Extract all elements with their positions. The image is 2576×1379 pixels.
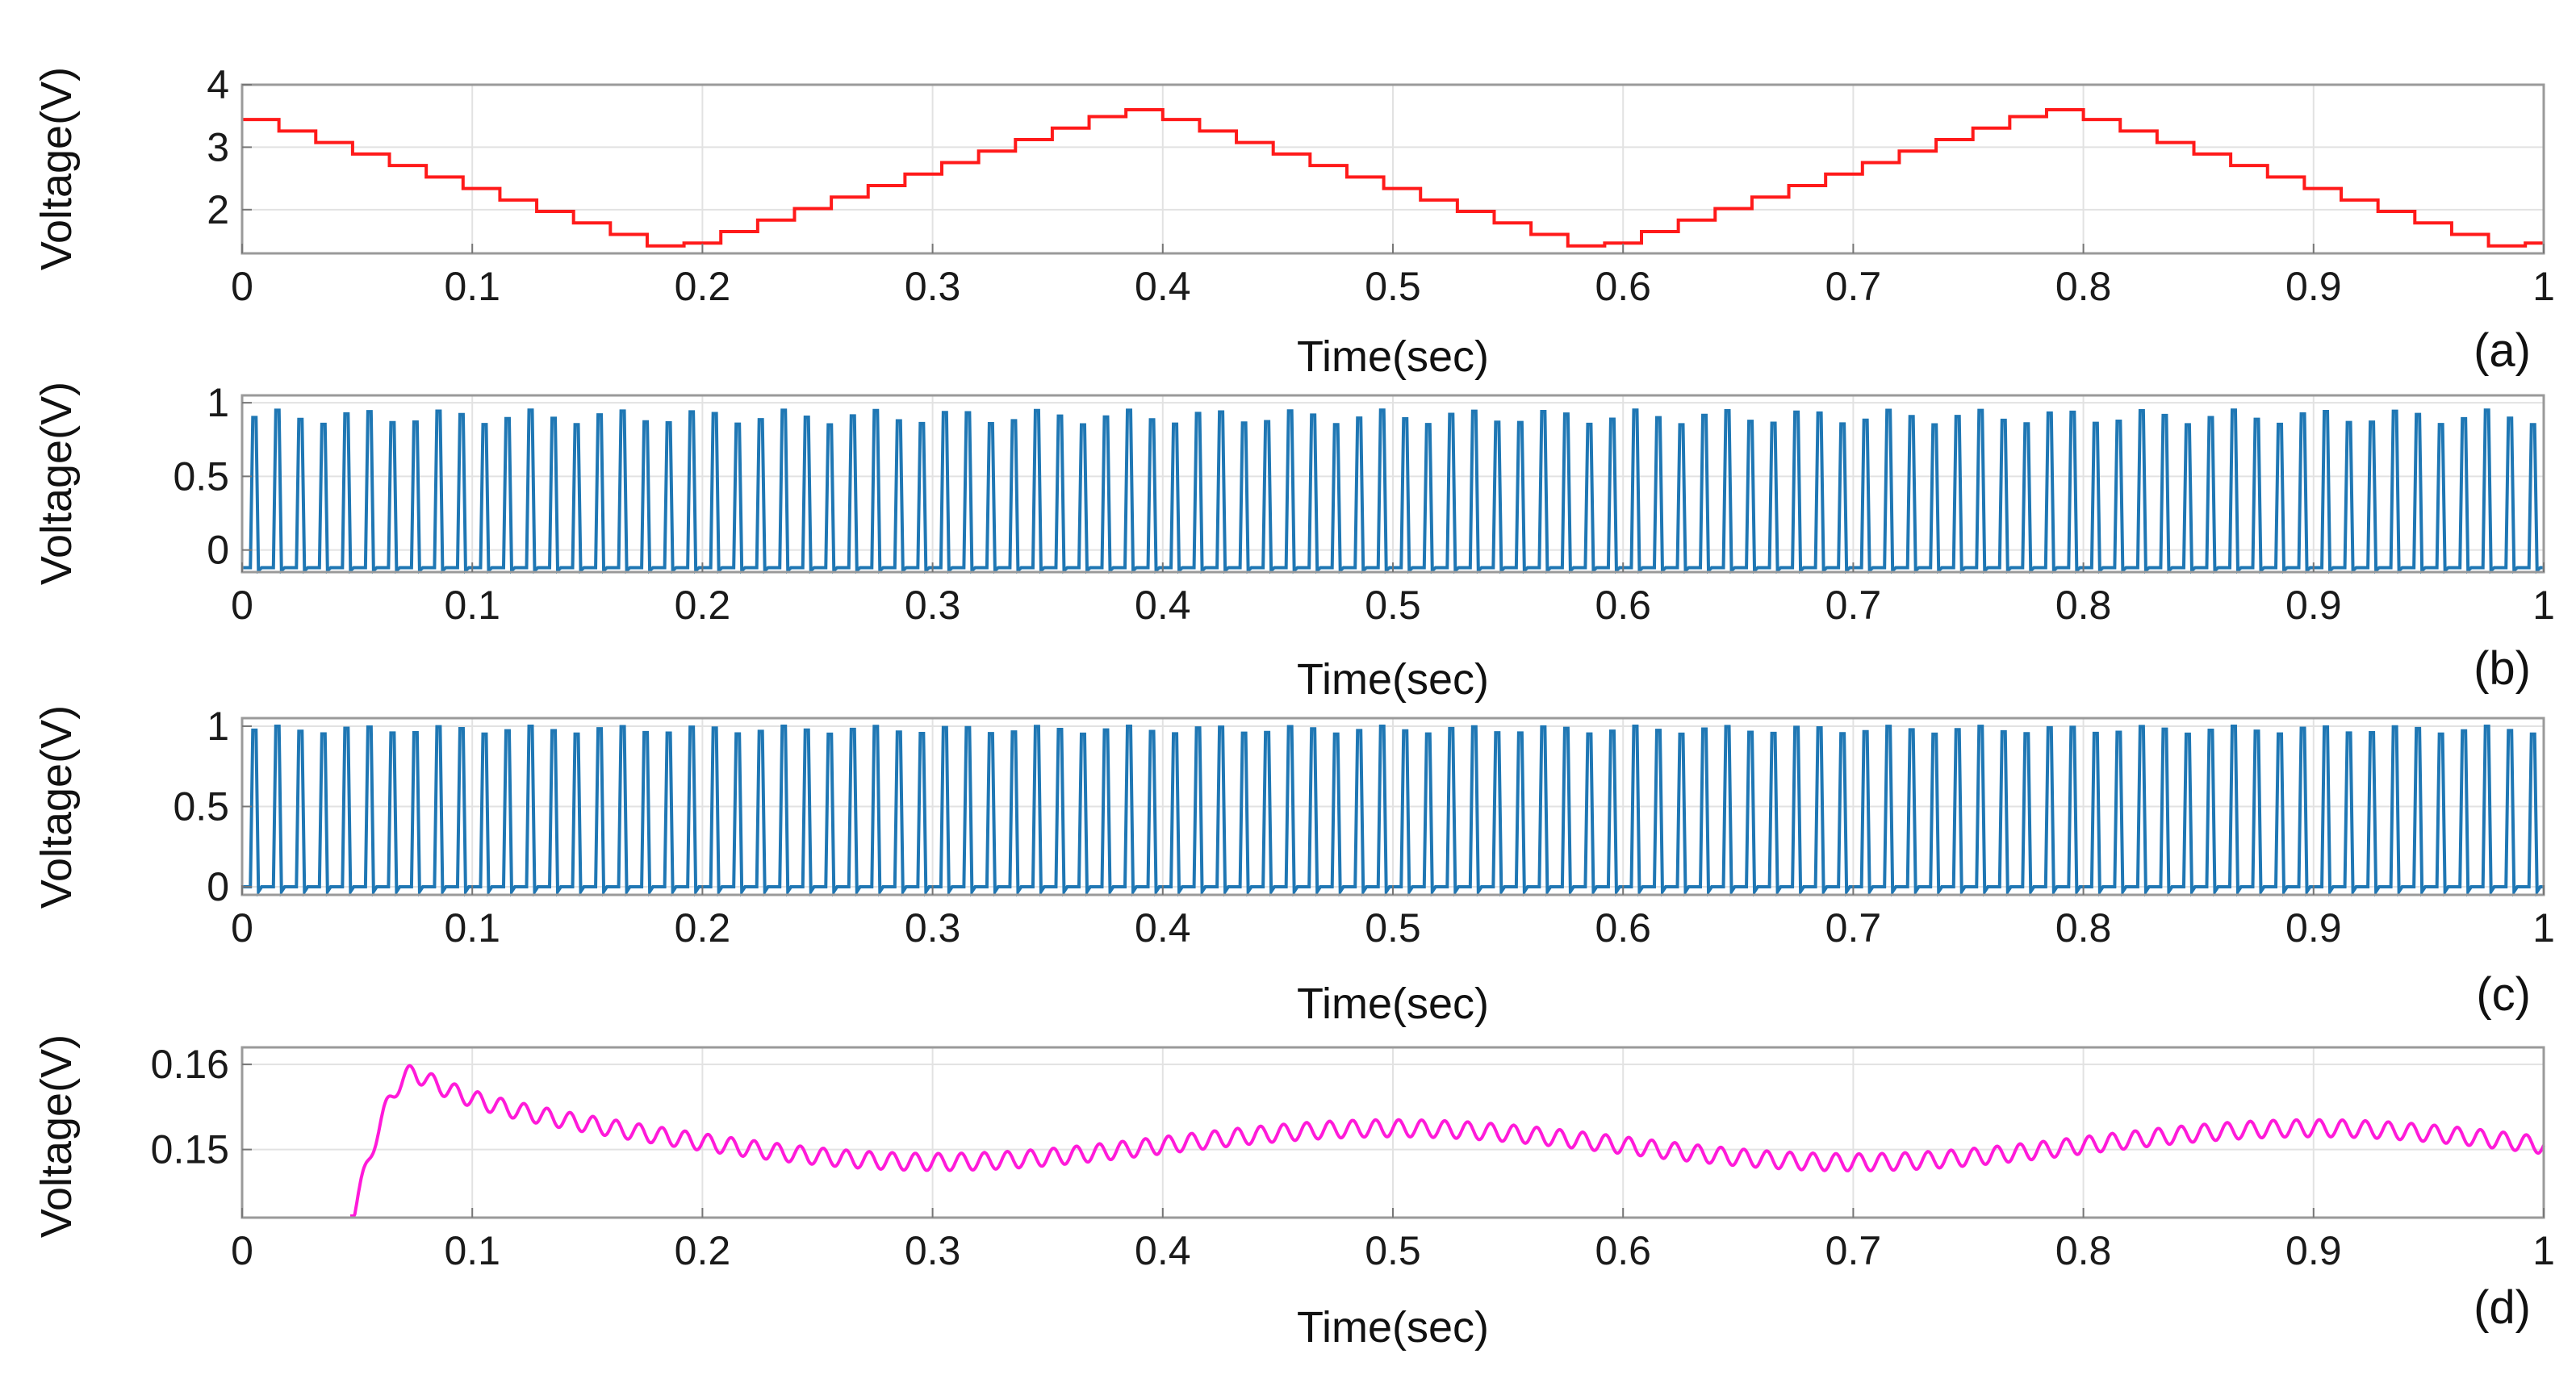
panel-b-panel-label: (b) bbox=[2474, 642, 2531, 695]
panel-b-xtick-label: 0.6 bbox=[1595, 583, 1651, 628]
panel-d-grid bbox=[241, 1047, 2545, 1218]
panel-d-xtick-label: 1 bbox=[2532, 1228, 2555, 1273]
panel-d-xtick-label: 0.4 bbox=[1135, 1228, 1191, 1273]
panel-c-xtick-label: 0.2 bbox=[675, 905, 731, 951]
panel-c-panel-label: (c) bbox=[2476, 968, 2531, 1021]
panel-c: 0 0.1 0.2 0.3 0.4 0.5 0.6 0.7 0.8 0.9 1 00.51 Time… bbox=[32, 704, 2555, 1028]
panel-c-xtick-label: 0.8 bbox=[2055, 905, 2112, 951]
panel-d-x-ticks: 0 0.1 0.2 0.3 0.4 0.5 0.6 0.7 0.8 0.9 1 bbox=[231, 1208, 2555, 1273]
panel-b-ytick-label: 0 bbox=[207, 528, 229, 573]
panel-a-series-line bbox=[242, 107, 2544, 248]
panel-a-xtick-label: 0.4 bbox=[1135, 264, 1191, 309]
panel-b-x-ticks: 0 0.1 0.2 0.3 0.4 0.5 0.6 0.7 0.8 0.9 1 bbox=[231, 562, 2555, 628]
panel-a-x-label: Time(sec) bbox=[1297, 332, 1489, 381]
panel-d-xtick-label: 0 bbox=[231, 1228, 253, 1273]
panel-c-x-label: Time(sec) bbox=[1297, 980, 1489, 1028]
panel-b-y-label: Voltage(V) bbox=[32, 382, 81, 585]
panel-a-y-ticks: 2 3 4 bbox=[207, 62, 252, 232]
panel-b-xtick-label: 0 bbox=[231, 583, 253, 628]
panel-a-xtick-label: 0.5 bbox=[1365, 264, 1421, 309]
panel-c-ytick-label: 0 bbox=[207, 864, 229, 909]
panel-b-xtick-label: 1 bbox=[2532, 583, 2555, 628]
panel-c-xtick-label: 1 bbox=[2532, 905, 2555, 951]
panel-a-xtick-label: 0.8 bbox=[2055, 264, 2112, 309]
panel-a-xtick-label: 0.3 bbox=[905, 264, 961, 309]
panel-a-xtick-label: 0.1 bbox=[444, 264, 500, 309]
panel-b-xtick-label: 0.1 bbox=[444, 583, 500, 628]
panel-b-xtick-label: 0.8 bbox=[2055, 583, 2112, 628]
panel-b-xtick-label: 0.4 bbox=[1135, 583, 1191, 628]
panel-d-xtick-label: 0.7 bbox=[1825, 1228, 1882, 1273]
panel-d-xtick-label: 0.9 bbox=[2285, 1228, 2342, 1273]
panel-a-xtick-label: 0.2 bbox=[675, 264, 731, 309]
panel-d-xtick-label: 0.2 bbox=[675, 1228, 731, 1273]
panel-c-y-label: Voltage(V) bbox=[32, 705, 81, 909]
panel-a-ytick-label: 4 bbox=[207, 62, 229, 107]
panel-a: 0 0.1 0.2 0.3 0.4 0.5 0.6 0.7 0.8 0.9 1 2 3 4 Time(s… bbox=[32, 62, 2555, 381]
panel-a-xtick-label: 0 bbox=[231, 264, 253, 309]
panel-c-xtick-label: 0.5 bbox=[1365, 905, 1421, 951]
panel-a-ytick-label: 2 bbox=[207, 187, 229, 232]
panel-b-xtick-label: 0.2 bbox=[675, 583, 731, 628]
panel-c-y-ticks: 00.51 bbox=[173, 704, 252, 909]
panel-b-xtick-label: 0.9 bbox=[2285, 583, 2342, 628]
panel-d-xtick-label: 0.3 bbox=[905, 1228, 961, 1273]
panel-b-xtick-label: 0.5 bbox=[1365, 583, 1421, 628]
panel-c-xtick-label: 0 bbox=[231, 905, 253, 951]
panel-c-xtick-label: 0.4 bbox=[1135, 905, 1191, 951]
panel-c-ytick-label: 0.5 bbox=[173, 784, 229, 829]
panel-c-xtick-label: 0.7 bbox=[1825, 905, 1882, 951]
panel-d-ytick-label: 0.16 bbox=[151, 1042, 229, 1087]
panel-c-xtick-label: 0.3 bbox=[905, 905, 961, 951]
panel-b-y-ticks: 00.51 bbox=[173, 380, 252, 573]
panel-c-ytick-label: 1 bbox=[207, 704, 229, 749]
panel-d-xtick-label: 0.1 bbox=[444, 1228, 500, 1273]
panel-b-series-line bbox=[242, 408, 2544, 575]
panel-b: 0 0.1 0.2 0.3 0.4 0.5 0.6 0.7 0.8 0.9 1 00.51 Time… bbox=[32, 380, 2555, 704]
panel-a-x-ticks: 0 0.1 0.2 0.3 0.4 0.5 0.6 0.7 0.8 0.9 1 bbox=[231, 244, 2555, 309]
panel-b-ytick-label: 0.5 bbox=[173, 453, 229, 499]
panel-b-x-label: Time(sec) bbox=[1297, 655, 1489, 704]
panel-a-ytick-label: 3 bbox=[207, 124, 229, 169]
panel-c-xtick-label: 0.9 bbox=[2285, 905, 2342, 951]
panel-d-y-label: Voltage(V) bbox=[32, 1034, 81, 1238]
panel-b-ytick-label: 1 bbox=[207, 380, 229, 425]
panel-c-xtick-label: 0.1 bbox=[444, 905, 500, 951]
panel-c-series-line bbox=[242, 724, 2544, 897]
panel-c-xtick-label: 0.6 bbox=[1595, 905, 1651, 951]
panel-b-xtick-label: 0.3 bbox=[905, 583, 961, 628]
panel-d-xtick-label: 0.5 bbox=[1365, 1228, 1421, 1273]
panel-d-panel-label: (d) bbox=[2474, 1281, 2531, 1334]
panel-a-panel-label: (a) bbox=[2474, 324, 2531, 377]
panel-b-xtick-label: 0.7 bbox=[1825, 583, 1882, 628]
panel-a-xtick-label: 0.6 bbox=[1595, 264, 1651, 309]
panel-c-x-ticks: 0 0.1 0.2 0.3 0.4 0.5 0.6 0.7 0.8 0.9 1 bbox=[231, 885, 2555, 951]
panel-d-xtick-label: 0.6 bbox=[1595, 1228, 1651, 1273]
panel-d-series-line bbox=[350, 1064, 2545, 1218]
panel-a-xtick-label: 1 bbox=[2532, 264, 2555, 309]
panel-a-xtick-label: 0.7 bbox=[1825, 264, 1882, 309]
panel-d-y-ticks: 0.15 0.16 bbox=[151, 1042, 252, 1172]
panel-d: 0 0.1 0.2 0.3 0.4 0.5 0.6 0.7 0.8 0.9 1 0.15 0.16 T… bbox=[32, 1034, 2555, 1352]
panel-d-ytick-label: 0.15 bbox=[151, 1127, 229, 1172]
panel-d-x-label: Time(sec) bbox=[1297, 1303, 1489, 1352]
panel-a-xtick-label: 0.9 bbox=[2285, 264, 2342, 309]
panel-d-xtick-label: 0.8 bbox=[2055, 1228, 2112, 1273]
panel-a-y-label: Voltage(V) bbox=[32, 67, 81, 270]
